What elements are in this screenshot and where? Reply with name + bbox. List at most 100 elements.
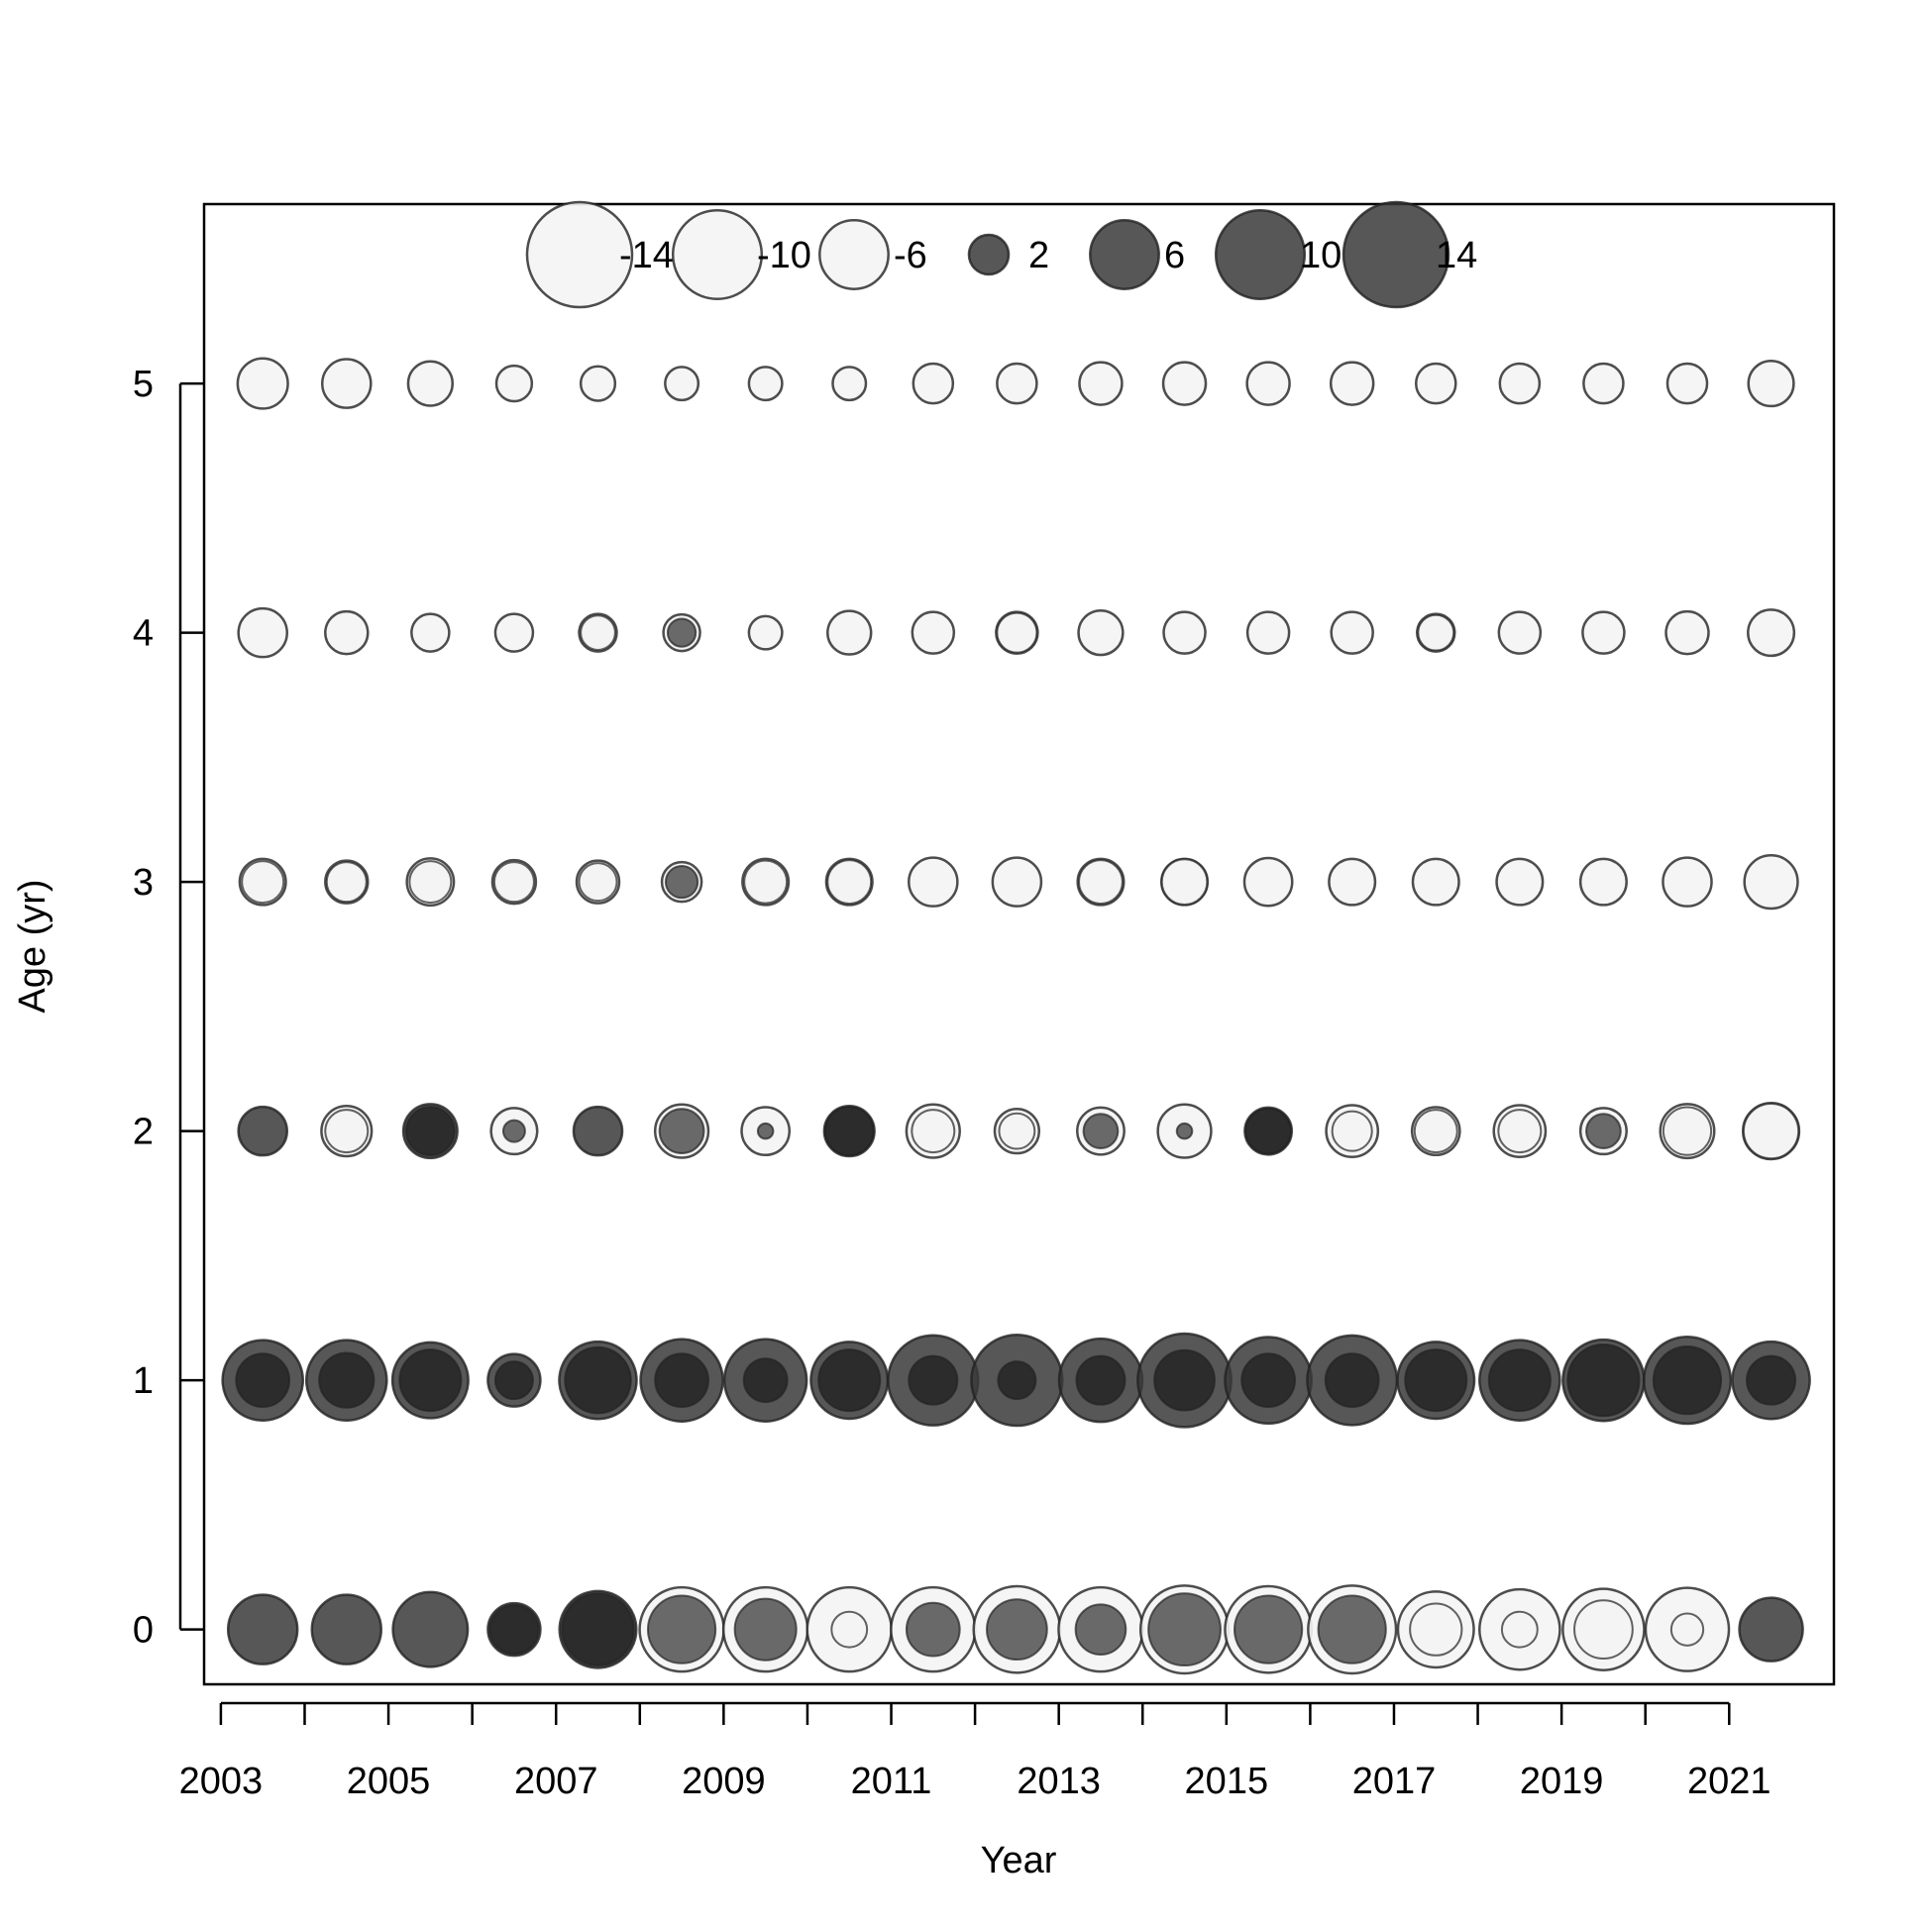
bubble-inner [1746, 1354, 1797, 1406]
bubble-inner [646, 1594, 717, 1664]
bubble-inner [235, 1352, 291, 1409]
bubble-outer [664, 366, 700, 402]
bubble-outer [1411, 857, 1460, 907]
bubble-inner [1082, 1113, 1120, 1149]
y-tick-label: 4 [133, 613, 154, 655]
bubble-inner [997, 1360, 1037, 1401]
legend-label: 6 [1164, 235, 1185, 276]
bubble-inner [1500, 1610, 1539, 1649]
bubble-inner [1160, 858, 1209, 906]
bubble-outer [1582, 362, 1625, 405]
bubble-inner [404, 1106, 456, 1157]
y-tick-label: 0 [133, 1610, 154, 1652]
bubble-inner [1074, 1603, 1127, 1657]
bubble-inner [241, 860, 285, 905]
bubble-outer [1662, 856, 1713, 908]
bubble-inner [743, 859, 789, 905]
y-tick-label: 5 [133, 364, 154, 405]
x-tick-label: 2011 [851, 1761, 932, 1802]
bubble-outer [406, 360, 455, 407]
bubble-outer [391, 1590, 470, 1668]
bubble-inner [325, 861, 368, 904]
bubble-inner [756, 1122, 775, 1140]
bubble-outer [1578, 857, 1628, 907]
bubble-inner [826, 859, 873, 906]
bubble-inner [654, 1352, 709, 1409]
bubble-inner [1497, 1109, 1543, 1154]
bubble-inner [986, 1598, 1048, 1662]
bubble-outer [237, 1105, 288, 1157]
y-axis: 0 1 2 3 4 5 [133, 364, 204, 1652]
bubble-outer [1495, 857, 1545, 907]
bubble-inner [658, 1108, 705, 1155]
legend-label: -6 [894, 235, 927, 276]
bubble-inner [1240, 1352, 1296, 1409]
x-axis: 2003 2005 2007 2009 2011 2013 2015 2017 2019 2021 [179, 1701, 1771, 1802]
bubble-inner [1404, 1348, 1468, 1413]
x-axis-label: Year [981, 1840, 1057, 1881]
legend-label: -14 [619, 235, 674, 276]
bubble-inner [996, 611, 1038, 654]
bubble-outer [1162, 610, 1207, 655]
legend-bubble [525, 200, 634, 309]
bubble-inner [324, 1109, 370, 1154]
bubble-outer [1329, 361, 1375, 406]
bubble-inner [1153, 1348, 1216, 1412]
bubble-inner [1233, 1594, 1304, 1664]
bubble-outer [1242, 856, 1294, 908]
bubble-outer [226, 1593, 299, 1665]
bubble-inner [1331, 1110, 1373, 1152]
bubble-inner [905, 1601, 961, 1658]
bubble-outer [1078, 361, 1124, 406]
bubble-outer [1743, 853, 1799, 911]
legend-label: 10 [1300, 235, 1342, 276]
bubble-inner [1585, 1113, 1622, 1149]
bubble-inner [830, 1610, 869, 1649]
legend-bubble [967, 233, 1011, 276]
legend-label: -10 [757, 235, 811, 276]
bubble-inner [742, 1357, 789, 1404]
bubble-inner [1409, 1602, 1463, 1657]
bubble-inner [1317, 1594, 1387, 1664]
bubble-inner [492, 861, 535, 904]
bubble-outer [1497, 610, 1543, 655]
bubble-inner [817, 1348, 882, 1413]
x-tick-label: 2019 [1520, 1761, 1604, 1802]
y-tick-label: 1 [133, 1360, 154, 1402]
bubble-outer [1498, 362, 1542, 405]
bubble-inner [1742, 1103, 1800, 1160]
bubble-inner [1566, 1343, 1641, 1418]
plot-frame [202, 202, 1836, 1686]
bubble-outer [1665, 362, 1709, 405]
bubble-outer [1738, 1596, 1804, 1663]
bubble-outer [572, 1105, 624, 1157]
bubble-inner [1078, 859, 1124, 906]
x-tick-label: 2009 [682, 1761, 766, 1802]
x-tick-label: 2021 [1687, 1761, 1771, 1802]
bubble-outer [1245, 361, 1291, 406]
legend-label: 14 [1436, 235, 1477, 276]
bubble-inner [911, 1109, 956, 1154]
y-axis-label: Age (yr) [12, 879, 54, 1013]
bubble-inner [1669, 1612, 1705, 1647]
bubble-inner [1413, 1109, 1458, 1154]
bubble-inner [398, 1348, 463, 1413]
bubble-inner [1147, 1592, 1222, 1667]
bubble-outer [324, 609, 370, 656]
bubble-inner [580, 614, 616, 651]
x-tick-label: 2013 [1017, 1761, 1101, 1802]
bubble-inner [908, 1354, 959, 1406]
bubble-inner [318, 1351, 376, 1409]
bubble-outer [410, 612, 451, 653]
x-tick-label: 2005 [347, 1761, 431, 1802]
bubble-inner [408, 860, 453, 905]
x-tick-label: 2007 [514, 1761, 598, 1802]
bubble-inner [664, 864, 699, 900]
legend-bubble [818, 219, 890, 290]
bubble-inner [561, 1592, 635, 1667]
bubble-inner [1652, 1345, 1723, 1416]
bubble-outer [911, 610, 956, 655]
x-tick-label: 2003 [179, 1761, 264, 1802]
bubble-outer [1330, 610, 1374, 655]
